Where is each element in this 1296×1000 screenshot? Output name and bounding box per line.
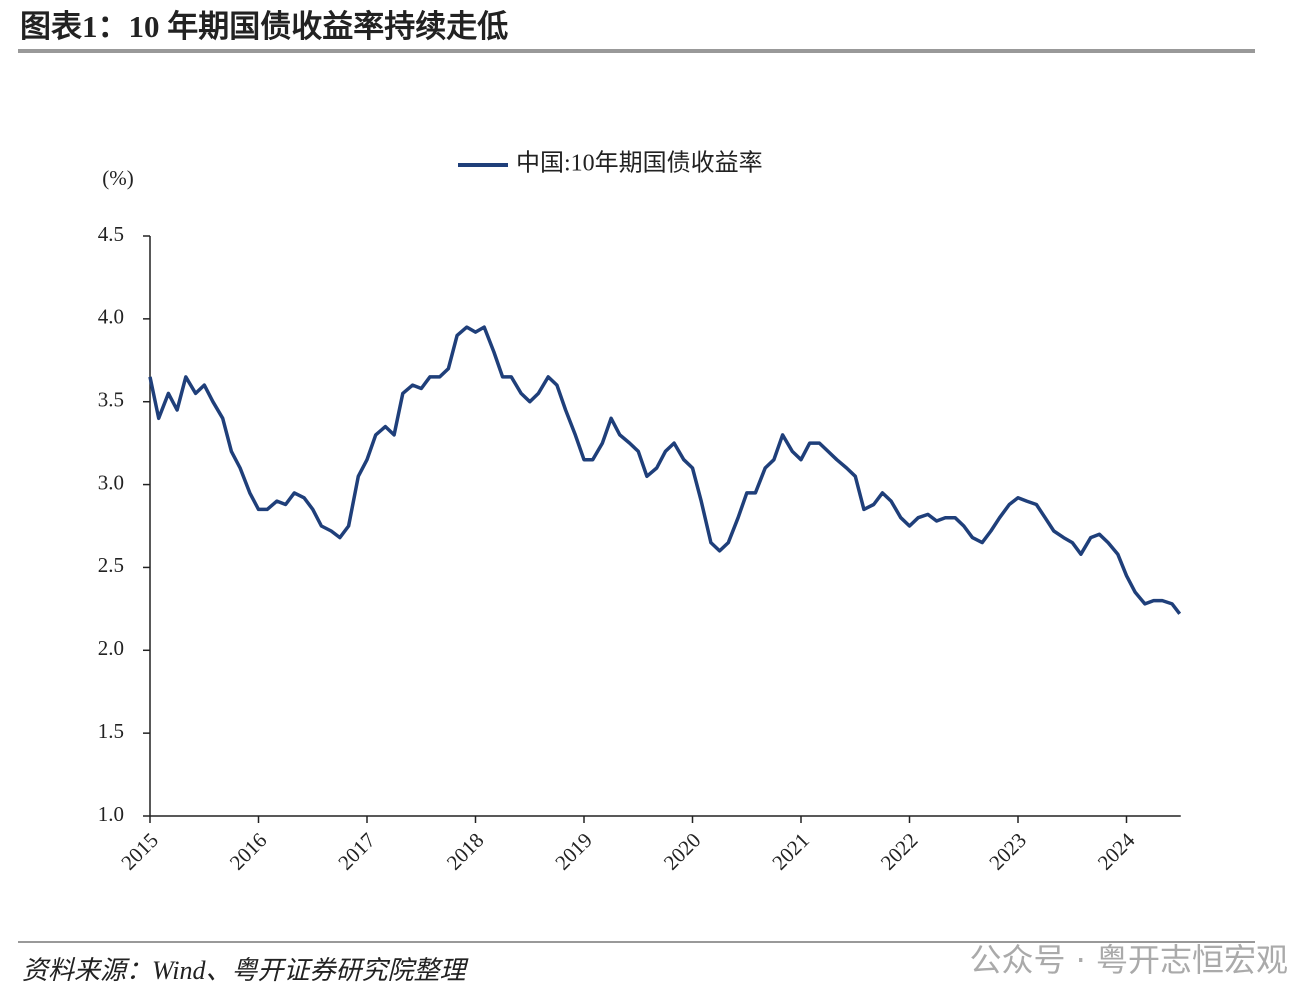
watermark: 公众号 · 粤开志恒宏观 bbox=[969, 941, 1288, 979]
x-tick-label: 2016 bbox=[225, 828, 272, 875]
y-axis-label: (%) bbox=[102, 166, 133, 190]
x-tick-label: 2024 bbox=[1093, 828, 1140, 875]
y-tick-label: 4.0 bbox=[98, 305, 124, 329]
x-tick-label: 2018 bbox=[442, 828, 489, 875]
y-tick-label: 2.0 bbox=[98, 636, 124, 660]
x-tick-label: 2020 bbox=[659, 828, 706, 875]
y-tick-label: 2.5 bbox=[98, 553, 124, 577]
y-tick-label: 4.5 bbox=[98, 222, 124, 246]
x-tick-label: 2015 bbox=[116, 828, 163, 875]
legend-label: 中国:10年期国债收益率 bbox=[516, 150, 763, 177]
chart-title: 图表1：10 年期国债收益率持续走低 bbox=[20, 9, 508, 44]
x-tick-label: 2019 bbox=[550, 828, 597, 875]
y-tick-label: 3.0 bbox=[98, 470, 124, 494]
source-note: 资料来源：Wind、粤开证券研究院整理 bbox=[22, 956, 469, 985]
y-tick-label: 3.5 bbox=[98, 388, 124, 412]
x-tick-label: 2023 bbox=[984, 828, 1031, 875]
y-tick-label: 1.0 bbox=[98, 802, 124, 826]
x-tick-label: 2017 bbox=[333, 828, 380, 875]
y-tick-label: 1.5 bbox=[98, 719, 124, 743]
data-line bbox=[148, 325, 1182, 615]
x-tick-label: 2022 bbox=[876, 828, 923, 875]
x-tick-label: 2021 bbox=[767, 828, 814, 875]
